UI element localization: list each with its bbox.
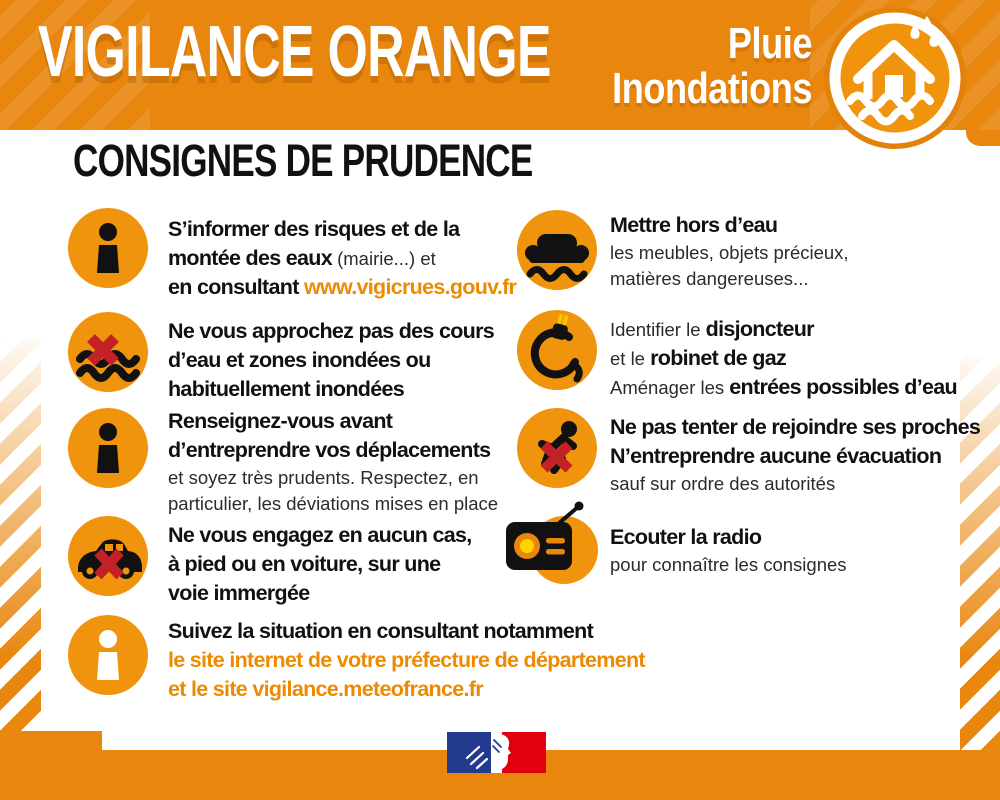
section-title: CONSIGNES DE PRUDENCE [73,135,533,186]
instruction-listen-radio: Ecouter la radio pour connaître les cons… [498,498,847,593]
info-icon [68,208,148,288]
vigicrues-url-text: www.vigicrues.gouv.fr [303,275,517,299]
instruction-no-evacuation: Ne pas tenter de rejoindre ses proches N… [517,408,981,494]
instruction-check-travel: Renseignez-vous avant d’entreprendre vos… [68,408,498,514]
stripes-decoration-left [0,338,41,752]
instruction-no-approach: Ne vous approchez pas des cours d’eau et… [68,312,495,401]
marianne-flag-logo [447,732,546,773]
meteofrance-site-text: et le site vigilance.meteofrance.fr [168,677,484,701]
instruction-follow-situation: Suivez la situation en consultant notamm… [68,615,646,701]
flood-waves-forbidden-icon [68,312,148,392]
vigilance-title: VIGILANCE ORANGE [38,12,551,92]
radio-icon [506,501,598,584]
hazard-line2: Inondations [612,63,812,113]
header-corner-stripes-left [0,0,150,130]
hazard-line1: Pluie [727,19,813,68]
instruction-no-flooded-road: Ne vous engagez en aucun cas, à pied ou … [68,516,472,605]
evacuation-forbidden-icon [517,408,597,488]
prefecture-site-text: le site internet de votre préfecture de … [168,648,646,672]
instruction-text: S’informer des risques et de la [168,217,460,241]
info-white-icon [68,615,148,695]
stripes-decoration-right [960,356,1000,752]
instruction-move-furniture: Mettre hors d’eau les meubles, objets pr… [517,210,849,295]
info-icon [68,408,148,488]
panel-rounded-corner [966,130,1000,146]
flooded-house-rain-icon [824,7,966,149]
car-flood-forbidden-icon [68,516,148,596]
hazard-label: Pluie Inondations [540,19,813,113]
furniture-flood-icon [517,210,597,290]
instruction-breaker-gas: Identifier le disjoncteur et le robinet … [517,310,958,399]
instruction-inform-risks: S’informer des risques et de la montée d… [68,208,517,299]
electric-plug-icon [517,310,597,390]
corner-block-bottom-left [0,731,102,752]
